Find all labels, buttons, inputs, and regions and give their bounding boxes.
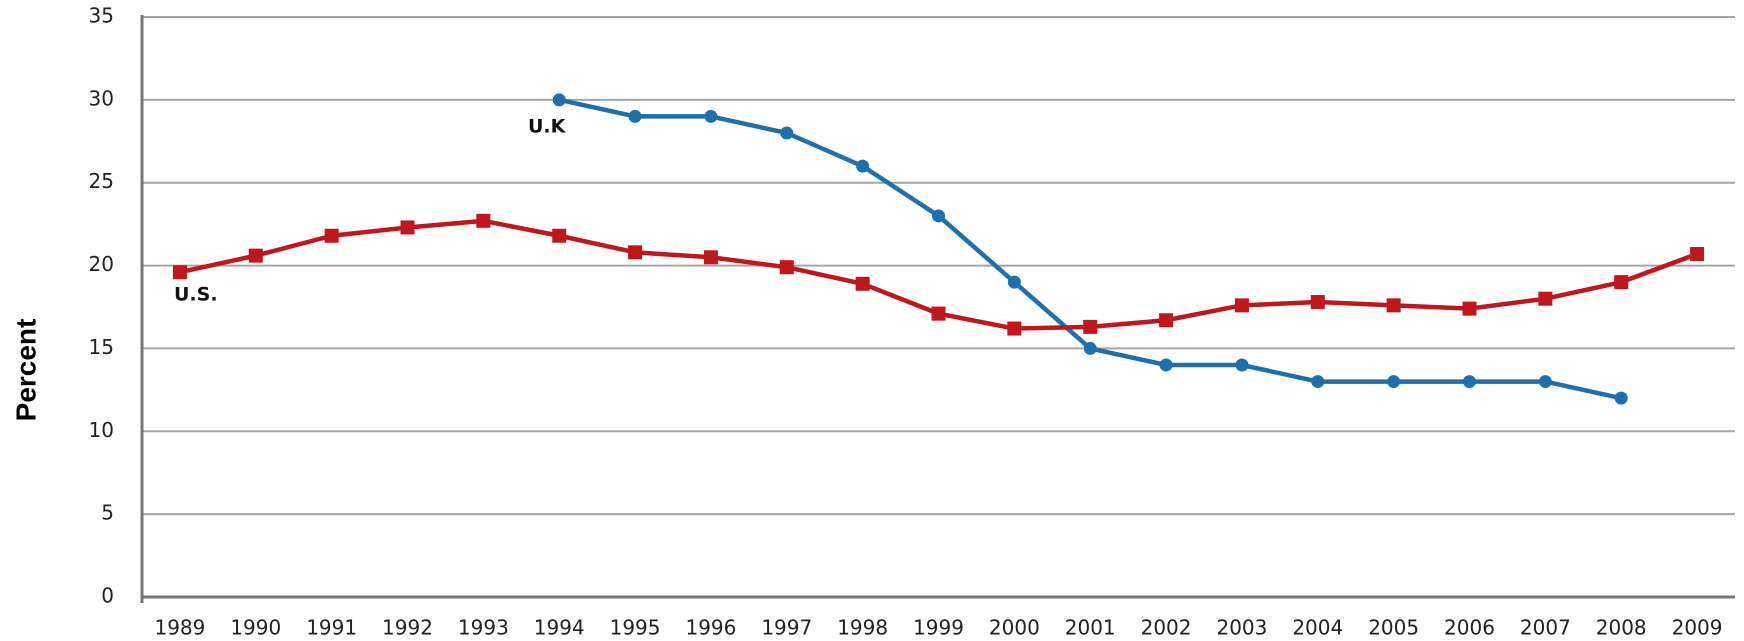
- marker: [1538, 291, 1553, 306]
- x-tick-label: 2003: [1216, 616, 1267, 640]
- y-tick-label: 35: [89, 4, 114, 28]
- x-tick-label: 2002: [1141, 616, 1192, 640]
- marker: [1614, 391, 1628, 405]
- x-tick-label: 2000: [989, 616, 1040, 640]
- marker: [1007, 275, 1021, 289]
- x-tick-label: 1991: [306, 616, 357, 640]
- marker: [1690, 246, 1705, 261]
- marker: [552, 93, 566, 107]
- y-tick-label: 25: [89, 169, 114, 193]
- y-tick-label: 20: [89, 252, 114, 276]
- marker: [552, 228, 567, 243]
- x-tick-label: 1996: [685, 616, 736, 640]
- x-tick-label: 1994: [534, 616, 585, 640]
- marker: [324, 228, 339, 243]
- marker: [1083, 319, 1098, 334]
- marker: [476, 213, 491, 228]
- marker: [172, 265, 187, 280]
- x-tick-label: 1995: [610, 616, 661, 640]
- x-tick-label: 2005: [1368, 616, 1419, 640]
- marker: [856, 159, 870, 173]
- marker: [780, 126, 794, 140]
- y-tick-label: 0: [101, 584, 114, 608]
- marker: [1311, 375, 1325, 389]
- marker: [628, 109, 642, 123]
- marker: [703, 250, 718, 265]
- y-axis-label: Percent: [10, 319, 41, 422]
- x-tick-label: 2001: [1065, 616, 1116, 640]
- marker: [1538, 375, 1552, 389]
- x-tick-label: 2008: [1596, 616, 1647, 640]
- y-tick-label: 5: [101, 501, 114, 525]
- marker: [1386, 298, 1401, 313]
- marker: [932, 209, 945, 223]
- annotation: U.K: [528, 116, 567, 138]
- marker: [931, 306, 946, 321]
- x-tick-label: 1997: [761, 616, 812, 640]
- x-tick-label: 2006: [1444, 616, 1495, 640]
- marker: [779, 260, 794, 275]
- x-tick-label: 1992: [382, 616, 433, 640]
- marker: [1007, 321, 1022, 336]
- marker: [1462, 301, 1477, 316]
- marker: [704, 109, 718, 123]
- x-tick-label: 1993: [458, 616, 509, 640]
- marker: [1234, 298, 1249, 313]
- marker: [1235, 358, 1249, 372]
- y-tick-label: 10: [89, 418, 114, 442]
- marker: [248, 248, 263, 263]
- marker: [855, 276, 870, 291]
- x-tick-label: 1990: [230, 616, 281, 640]
- x-tick-label: 2004: [1292, 616, 1343, 640]
- y-tick-label: 30: [89, 86, 114, 110]
- marker: [1614, 275, 1629, 290]
- x-tick-label: 1999: [913, 616, 964, 640]
- marker: [1159, 358, 1173, 372]
- x-tick-label: 1998: [837, 616, 888, 640]
- annotation: U.S.: [174, 284, 218, 306]
- y-tick-label: 15: [89, 335, 114, 359]
- marker: [1463, 375, 1476, 389]
- x-tick-label: 2009: [1672, 616, 1723, 640]
- marker: [628, 245, 643, 260]
- marker: [1310, 295, 1325, 310]
- marker: [1159, 313, 1174, 328]
- marker: [1083, 341, 1097, 355]
- x-tick-label: 1989: [154, 616, 205, 640]
- marker: [400, 220, 415, 235]
- x-tick-label: 2007: [1520, 616, 1571, 640]
- marker: [1387, 375, 1401, 389]
